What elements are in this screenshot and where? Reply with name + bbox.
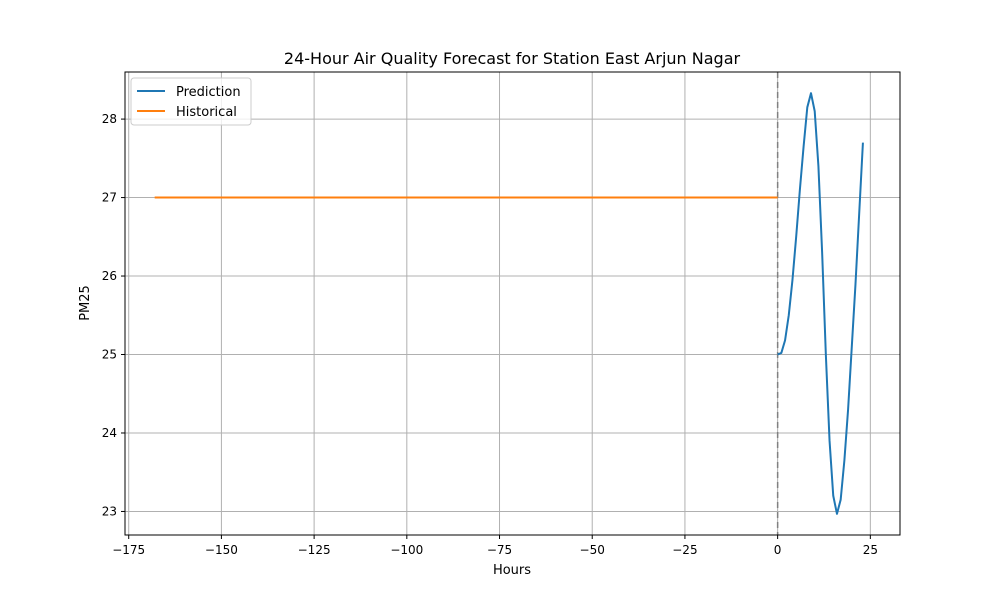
- series-line-prediction: [777, 92, 864, 515]
- y-tick-label: 23: [102, 504, 117, 518]
- x-axis-label: Hours: [493, 563, 531, 578]
- y-tick-label: 26: [102, 269, 117, 283]
- plot-frame: [124, 71, 901, 536]
- y-tick-label: 24: [102, 426, 117, 440]
- legend-label-prediction: Prediction: [176, 85, 241, 100]
- x-tick-label: −150: [205, 543, 238, 557]
- y-tick-label: 25: [102, 348, 117, 362]
- x-tick-label: −75: [487, 543, 512, 557]
- y-axis-label: PM25: [78, 285, 93, 321]
- x-tick-label: −50: [580, 543, 605, 557]
- y-tick-label: 28: [102, 112, 117, 126]
- x-tick-label: −175: [112, 543, 145, 557]
- x-tick-label: 0: [774, 543, 782, 557]
- series-layer: [154, 92, 864, 515]
- x-tick-label: −125: [298, 543, 331, 557]
- chart-title: 24-Hour Air Quality Forecast for Station…: [284, 49, 741, 68]
- y-tick-label: 27: [102, 191, 117, 205]
- x-tick-label: −100: [390, 543, 423, 557]
- x-tick-label: −25: [672, 543, 697, 557]
- x-tick-label: 25: [863, 543, 878, 557]
- legend-label-historical: Historical: [176, 105, 237, 120]
- legend-box: [130, 77, 252, 126]
- legend: Prediction Historical: [130, 77, 252, 126]
- tick-layer: −175 −150 −125 −100 −75 −50 −25 0 25 23 24 25 26 27 28: [102, 112, 878, 557]
